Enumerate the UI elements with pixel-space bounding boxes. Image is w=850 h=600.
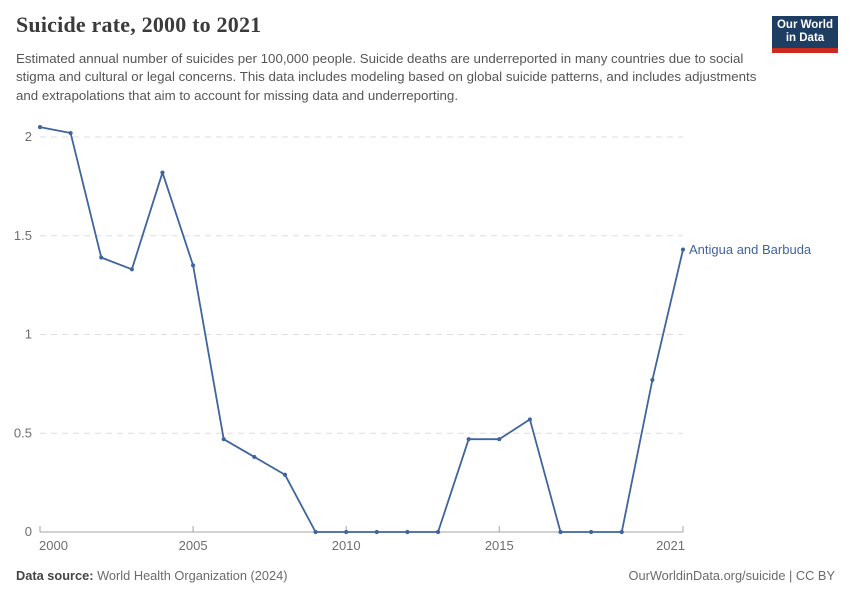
y-tick-label: 2: [25, 129, 32, 144]
chart-subtitle: Estimated annual number of suicides per …: [16, 51, 757, 103]
x-tick-label: 2021: [656, 538, 685, 553]
data-point-marker: [313, 529, 318, 535]
x-tick-label: 2000: [39, 538, 68, 553]
data-source: Data source: World Health Organization (…: [16, 568, 287, 583]
data-source-value: World Health Organization (2024): [93, 568, 288, 583]
owid-logo[interactable]: Our World in Data: [772, 16, 838, 53]
data-point-marker: [160, 170, 165, 175]
x-tick-label: 2005: [179, 538, 208, 553]
chart-footer: Data source: World Health Organization (…: [16, 568, 835, 583]
data-point-marker: [435, 529, 441, 535]
y-tick-label: 1: [25, 327, 32, 342]
data-point-marker: [619, 529, 624, 535]
data-point-marker: [589, 529, 594, 535]
data-point-marker: [558, 529, 563, 535]
data-point-marker: [680, 247, 686, 252]
data-point-marker: [68, 130, 73, 136]
x-tick-label: 2010: [332, 538, 361, 553]
data-point-marker: [374, 529, 379, 535]
page-title: Suicide rate, 2000 to 2021: [16, 12, 262, 37]
data-point-marker: [344, 529, 349, 535]
data-point-marker: [405, 529, 410, 535]
data-point-marker: [129, 267, 134, 272]
y-tick-label: 0.5: [14, 425, 32, 440]
data-point-marker: [190, 263, 196, 268]
series-line: [39, 126, 684, 533]
data-point-marker: [221, 437, 226, 442]
data-point-marker: [466, 437, 471, 442]
owid-logo-red-bar: [772, 48, 838, 53]
data-source-label: Data source:: [16, 568, 94, 583]
data-point-marker: [37, 125, 43, 130]
owid-logo-line1: Our World: [776, 19, 833, 31]
data-point-marker: [252, 454, 257, 460]
y-tick-label: 1.5: [14, 228, 32, 243]
data-point-marker: [527, 417, 533, 422]
owid-logo-line2: in Data: [785, 32, 825, 44]
data-point-marker: [282, 472, 288, 477]
data-point-marker: [650, 377, 655, 383]
series-label: Antigua and Barbuda: [689, 241, 812, 257]
y-tick-label: 0: [25, 524, 32, 539]
data-point-marker: [99, 255, 104, 260]
x-tick-label: 2015: [485, 538, 514, 553]
attribution-link[interactable]: OurWorldinData.org/suicide | CC BY: [628, 568, 836, 583]
data-point-marker: [497, 437, 502, 442]
